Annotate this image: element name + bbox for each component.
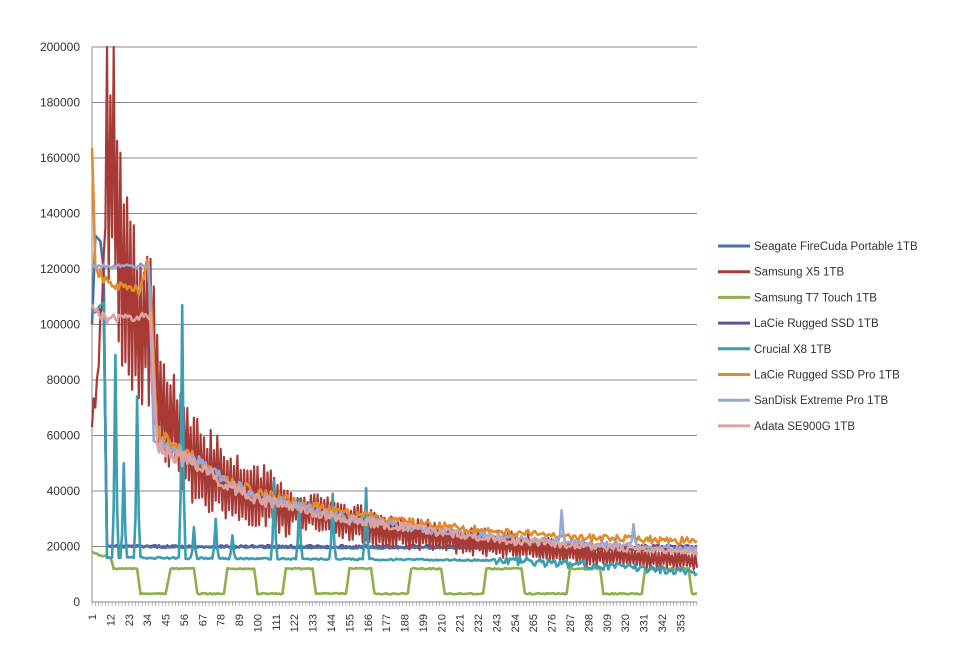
x-tick-label: 155	[344, 614, 356, 632]
x-tick-label: 254	[510, 614, 522, 632]
series-line-7	[90, 303, 699, 556]
legend-label: LaCie Rugged SSD Pro 1TB	[754, 370, 900, 382]
x-tick-label: 287	[565, 614, 577, 632]
y-tick-label: 200000	[40, 40, 80, 54]
legend: Seagate FireCuda Portable 1TB Samsung X5 …	[718, 241, 918, 433]
x-tick-label: 221	[455, 614, 467, 632]
legend-label: SanDisk Extreme Pro 1TB	[754, 395, 889, 407]
series-lines	[90, 45, 699, 596]
legend-label: Samsung T7 Touch 1TB	[754, 292, 877, 304]
x-tick-label: 331	[639, 614, 651, 632]
x-tick-label: 78	[216, 614, 228, 626]
x-tick-label: 89	[234, 614, 246, 626]
x-tick-label: 12	[105, 614, 117, 626]
x-tick-label: 309	[602, 614, 614, 632]
x-tick-label: 188	[400, 614, 412, 632]
x-tick-label: 177	[381, 614, 393, 632]
x-tick-label: 199	[418, 614, 430, 632]
y-tick-label: 140000	[40, 207, 80, 221]
x-tick-label: 166	[363, 614, 375, 632]
y-tick-label: 40000	[47, 484, 81, 498]
x-tick-label: 210	[436, 614, 448, 632]
x-tick-label: 111	[271, 614, 283, 631]
x-tick-label: 56	[179, 614, 191, 626]
x-tick-label: 276	[547, 614, 559, 632]
x-tick-label: 100	[252, 614, 264, 632]
x-tick-label: 133	[308, 614, 320, 632]
x-tick-label: 243	[491, 614, 503, 632]
x-tick-label: 232	[473, 614, 485, 632]
y-tick-label: 120000	[40, 262, 80, 276]
x-tick-label: 122	[289, 614, 301, 632]
x-tick-label: 342	[657, 614, 669, 632]
series-line-6	[91, 263, 698, 553]
x-tick-label: 298	[583, 614, 595, 632]
y-tick-label: 180000	[40, 96, 80, 110]
y-tick-label: 100000	[40, 318, 80, 332]
x-tick-label: 45	[161, 614, 173, 626]
x-tick-label: 34	[142, 614, 154, 626]
y-tick-label: 160000	[40, 151, 80, 165]
x-tick-label: 265	[528, 614, 540, 632]
series-line-5	[90, 148, 698, 546]
x-tick-label: 353	[675, 614, 687, 632]
legend-label: LaCie Rugged SSD 1TB	[754, 318, 879, 330]
legend-label: Samsung X5 1TB	[754, 267, 844, 279]
axes: 0 20000 40000 60000 80000 100000 120000 140000 1…	[40, 40, 698, 632]
x-tick-label: 320	[620, 614, 632, 632]
legend-label: Crucial X8 1TB	[754, 344, 832, 356]
series-line-4	[91, 301, 698, 577]
y-tick-label: 80000	[47, 373, 81, 387]
legend-label: Adata SE900G 1TB	[754, 421, 855, 433]
x-tick-label: 1	[87, 614, 99, 620]
y-tick-label: 0	[73, 595, 80, 609]
x-tick-label: 67	[197, 614, 209, 626]
x-tick-label: 144	[326, 614, 338, 632]
y-tick-label: 60000	[47, 429, 81, 443]
x-tick-label: 23	[124, 614, 136, 626]
legend-label: Seagate FireCuda Portable 1TB	[754, 241, 918, 253]
y-tick-label: 20000	[47, 540, 81, 554]
